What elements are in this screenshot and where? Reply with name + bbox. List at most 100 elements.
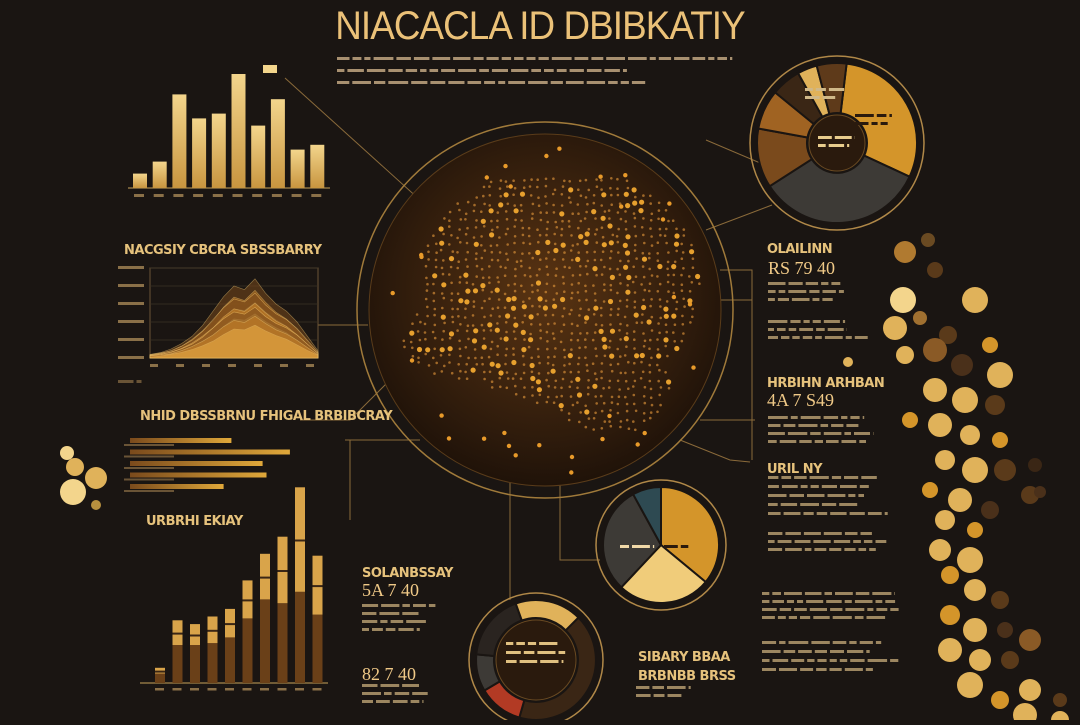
globe-dot: [449, 211, 452, 214]
globe-dot: [587, 393, 590, 396]
globe-dot: [603, 289, 606, 292]
globe-dot: [481, 268, 484, 271]
globe-dot: [554, 189, 557, 192]
globe-dot: [633, 338, 636, 341]
globe-dot: [506, 228, 509, 231]
globe-dot: [610, 284, 613, 287]
globe-dot: [671, 264, 676, 269]
globe-dot: [504, 293, 507, 296]
globe-dot: [465, 213, 468, 216]
globe-dot: [441, 267, 444, 270]
block-a2-text-line: [846, 336, 852, 339]
globe-dot: [448, 219, 451, 222]
globe-dot: [523, 386, 526, 389]
block-d-text-line: [417, 628, 420, 631]
globe-dot: [451, 372, 454, 375]
globe-dot: [588, 228, 591, 231]
globe-dot: [512, 353, 515, 356]
subtitle-text-line: [604, 69, 620, 72]
globe-dot: [537, 355, 540, 358]
globe-dot: [596, 185, 599, 188]
globe-dot: [656, 338, 659, 341]
block-c-text-line: [860, 485, 869, 488]
block-c2-text-line: [805, 548, 812, 551]
block-e-text-line: [668, 694, 682, 697]
decorative-dot: [985, 395, 1005, 415]
area-xaxis-label-line: [137, 380, 142, 383]
globe-dot: [511, 306, 516, 311]
globe-dot: [495, 328, 500, 333]
globe-dot: [667, 281, 670, 284]
globe-dot: [531, 257, 534, 260]
top-bar-tick-2: [154, 194, 164, 197]
block-g-text-line: [855, 600, 873, 603]
globe-dot: [443, 322, 446, 325]
globe-dot: [634, 291, 637, 294]
globe-dot: [585, 231, 590, 236]
globe-dot: [556, 292, 559, 295]
block-c-text-line: [840, 485, 857, 488]
globe-dot: [560, 330, 563, 333]
block-c2-text-line: [813, 540, 830, 543]
block-h-text-line: [811, 641, 829, 644]
globe-dot: [490, 245, 493, 248]
globe-dot: [616, 268, 619, 271]
globe-dot: [674, 233, 679, 238]
block-h-text-line: [876, 641, 881, 644]
globe-dot: [649, 227, 652, 230]
globe-dot: [427, 251, 430, 254]
subtitle-text-line: [551, 81, 563, 84]
subtitle-text-line: [557, 69, 567, 72]
globe-dot: [538, 372, 541, 375]
globe-dot: [651, 329, 654, 332]
block-a2-text-line: [790, 320, 800, 323]
block-c-text-line: [822, 485, 837, 488]
globe-dot: [595, 402, 598, 405]
globe-dot: [634, 225, 637, 228]
globe-dot: [575, 377, 580, 382]
globe-dot: [562, 276, 565, 279]
block-c2-text-line: [844, 548, 855, 551]
globe-dot: [545, 300, 548, 303]
globe-dot: [498, 202, 503, 207]
block-a-text-line: [809, 290, 819, 293]
block-h-text-line: [830, 668, 842, 671]
globe-outlier-dot: [503, 164, 507, 168]
globe-dot: [522, 234, 525, 237]
globe-dot: [570, 381, 573, 384]
globe-outlier-dot: [661, 217, 665, 221]
globe-dot: [562, 378, 565, 381]
globe-dot: [539, 323, 542, 326]
globe-dot: [505, 354, 508, 357]
globe-dot: [530, 178, 533, 181]
globe-dot: [627, 260, 630, 263]
globe-dot: [555, 396, 558, 399]
globe-dot: [659, 305, 662, 308]
globe-dot: [580, 194, 583, 197]
globe-dot: [665, 209, 668, 212]
globe-dot: [663, 337, 668, 342]
globe-dot: [499, 251, 502, 254]
globe-dot: [595, 378, 598, 381]
globe-dot: [483, 203, 486, 206]
subtitle-text-line: [623, 69, 627, 72]
globe-dot: [448, 273, 451, 276]
globe-dot: [608, 209, 611, 212]
globe-dot: [499, 386, 502, 389]
top-bar-8: [271, 99, 285, 188]
globe-dot: [504, 267, 507, 270]
block-c-text-line: [781, 503, 797, 506]
globe-dot: [553, 233, 556, 236]
globe-dot: [612, 234, 615, 237]
globe-dot: [642, 265, 645, 268]
globe-dot: [434, 337, 437, 340]
globe-dot: [496, 220, 499, 223]
globe-dot: [463, 273, 468, 278]
globe-dot: [464, 218, 467, 221]
globe-dot: [650, 298, 653, 301]
globe-dot: [659, 228, 662, 231]
globe-dot: [632, 385, 635, 388]
globe-dot: [490, 329, 493, 332]
decorative-dot: [1001, 651, 1019, 669]
globe-dot: [649, 195, 652, 198]
